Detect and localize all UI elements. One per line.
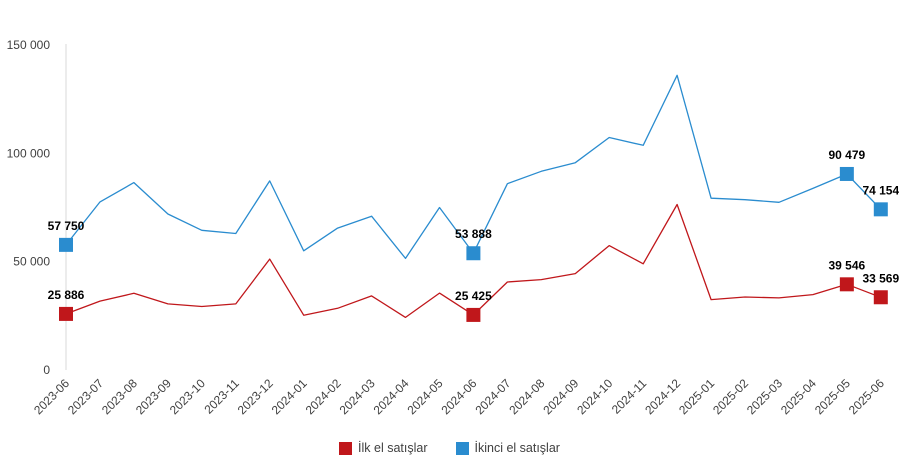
y-tick-label: 100 000 — [7, 146, 51, 160]
data-label-0: 39 546 — [828, 258, 865, 272]
x-tick-label: 2023-06 — [31, 376, 72, 417]
x-tick-label: 2024-06 — [438, 376, 479, 417]
x-tick-label: 2025-05 — [812, 376, 853, 417]
x-tick-label: 2025-03 — [744, 376, 785, 417]
data-label-1: 53 888 — [455, 227, 492, 241]
x-axis-ticks: 2023-062023-072023-082023-092023-102023-… — [31, 376, 887, 417]
x-tick-label: 2024-04 — [371, 376, 412, 417]
data-label-1: 90 479 — [828, 148, 865, 162]
legend-item-ilk-el: İlk el satışlar — [339, 441, 428, 455]
y-tick-label: 150 000 — [7, 38, 51, 52]
series-lines — [65, 74, 882, 319]
y-axis-ticks: 0 50 000 100 000 150 000 — [7, 38, 51, 377]
data-marker-0 — [466, 307, 481, 322]
data-label-1: 74 154 — [862, 183, 899, 197]
x-tick-label: 2023-09 — [133, 376, 174, 417]
x-tick-label: 2024-10 — [574, 376, 615, 417]
legend-swatch-ikinci-el — [455, 441, 469, 455]
data-marker-1 — [873, 202, 888, 217]
x-tick-label: 2024-07 — [472, 376, 513, 417]
legend-label-ikinci-el: İkinci el satışlar — [474, 441, 560, 455]
data-marker-1 — [839, 166, 854, 181]
x-tick-label: 2023-08 — [99, 376, 140, 417]
x-tick-label: 2024-11 — [609, 376, 650, 417]
x-tick-label: 2025-01 — [676, 376, 717, 417]
data-label-0: 25 886 — [48, 288, 85, 302]
x-tick-label: 2023-12 — [235, 376, 276, 417]
data-marker-1 — [466, 246, 481, 261]
series-markers — [59, 166, 888, 322]
x-tick-label: 2024-09 — [540, 376, 581, 417]
x-tick-label: 2023-10 — [167, 376, 208, 417]
x-tick-label: 2023-07 — [65, 376, 106, 417]
legend-item-ikinci-el: İkinci el satışlar — [455, 441, 560, 455]
x-tick-label: 2024-08 — [506, 376, 547, 417]
x-tick-label: 2024-02 — [303, 376, 344, 417]
x-tick-label: 2024-03 — [337, 376, 378, 417]
data-marker-0 — [873, 290, 888, 305]
x-tick-label: 2024-01 — [269, 376, 310, 417]
data-marker-1 — [59, 237, 73, 252]
legend: İlk el satışlar İkinci el satışlar — [0, 441, 899, 455]
data-marker-0 — [839, 277, 854, 292]
y-tick-label: 50 000 — [13, 255, 50, 269]
x-tick-label: 2023-11 — [201, 376, 242, 417]
y-tick-label: 0 — [43, 363, 50, 377]
legend-swatch-ilk-el — [339, 441, 353, 455]
x-tick-label: 2025-06 — [846, 376, 887, 417]
data-label-0: 33 569 — [862, 271, 899, 285]
x-tick-label: 2025-02 — [710, 376, 751, 417]
x-tick-label: 2024-12 — [642, 376, 683, 417]
x-tick-label: 2025-04 — [778, 376, 819, 417]
data-label-1: 57 750 — [48, 219, 85, 233]
x-tick-label: 2024-05 — [405, 376, 446, 417]
data-label-0: 25 425 — [455, 289, 492, 303]
legend-label-ilk-el: İlk el satışlar — [358, 441, 428, 455]
data-marker-0 — [59, 306, 73, 321]
